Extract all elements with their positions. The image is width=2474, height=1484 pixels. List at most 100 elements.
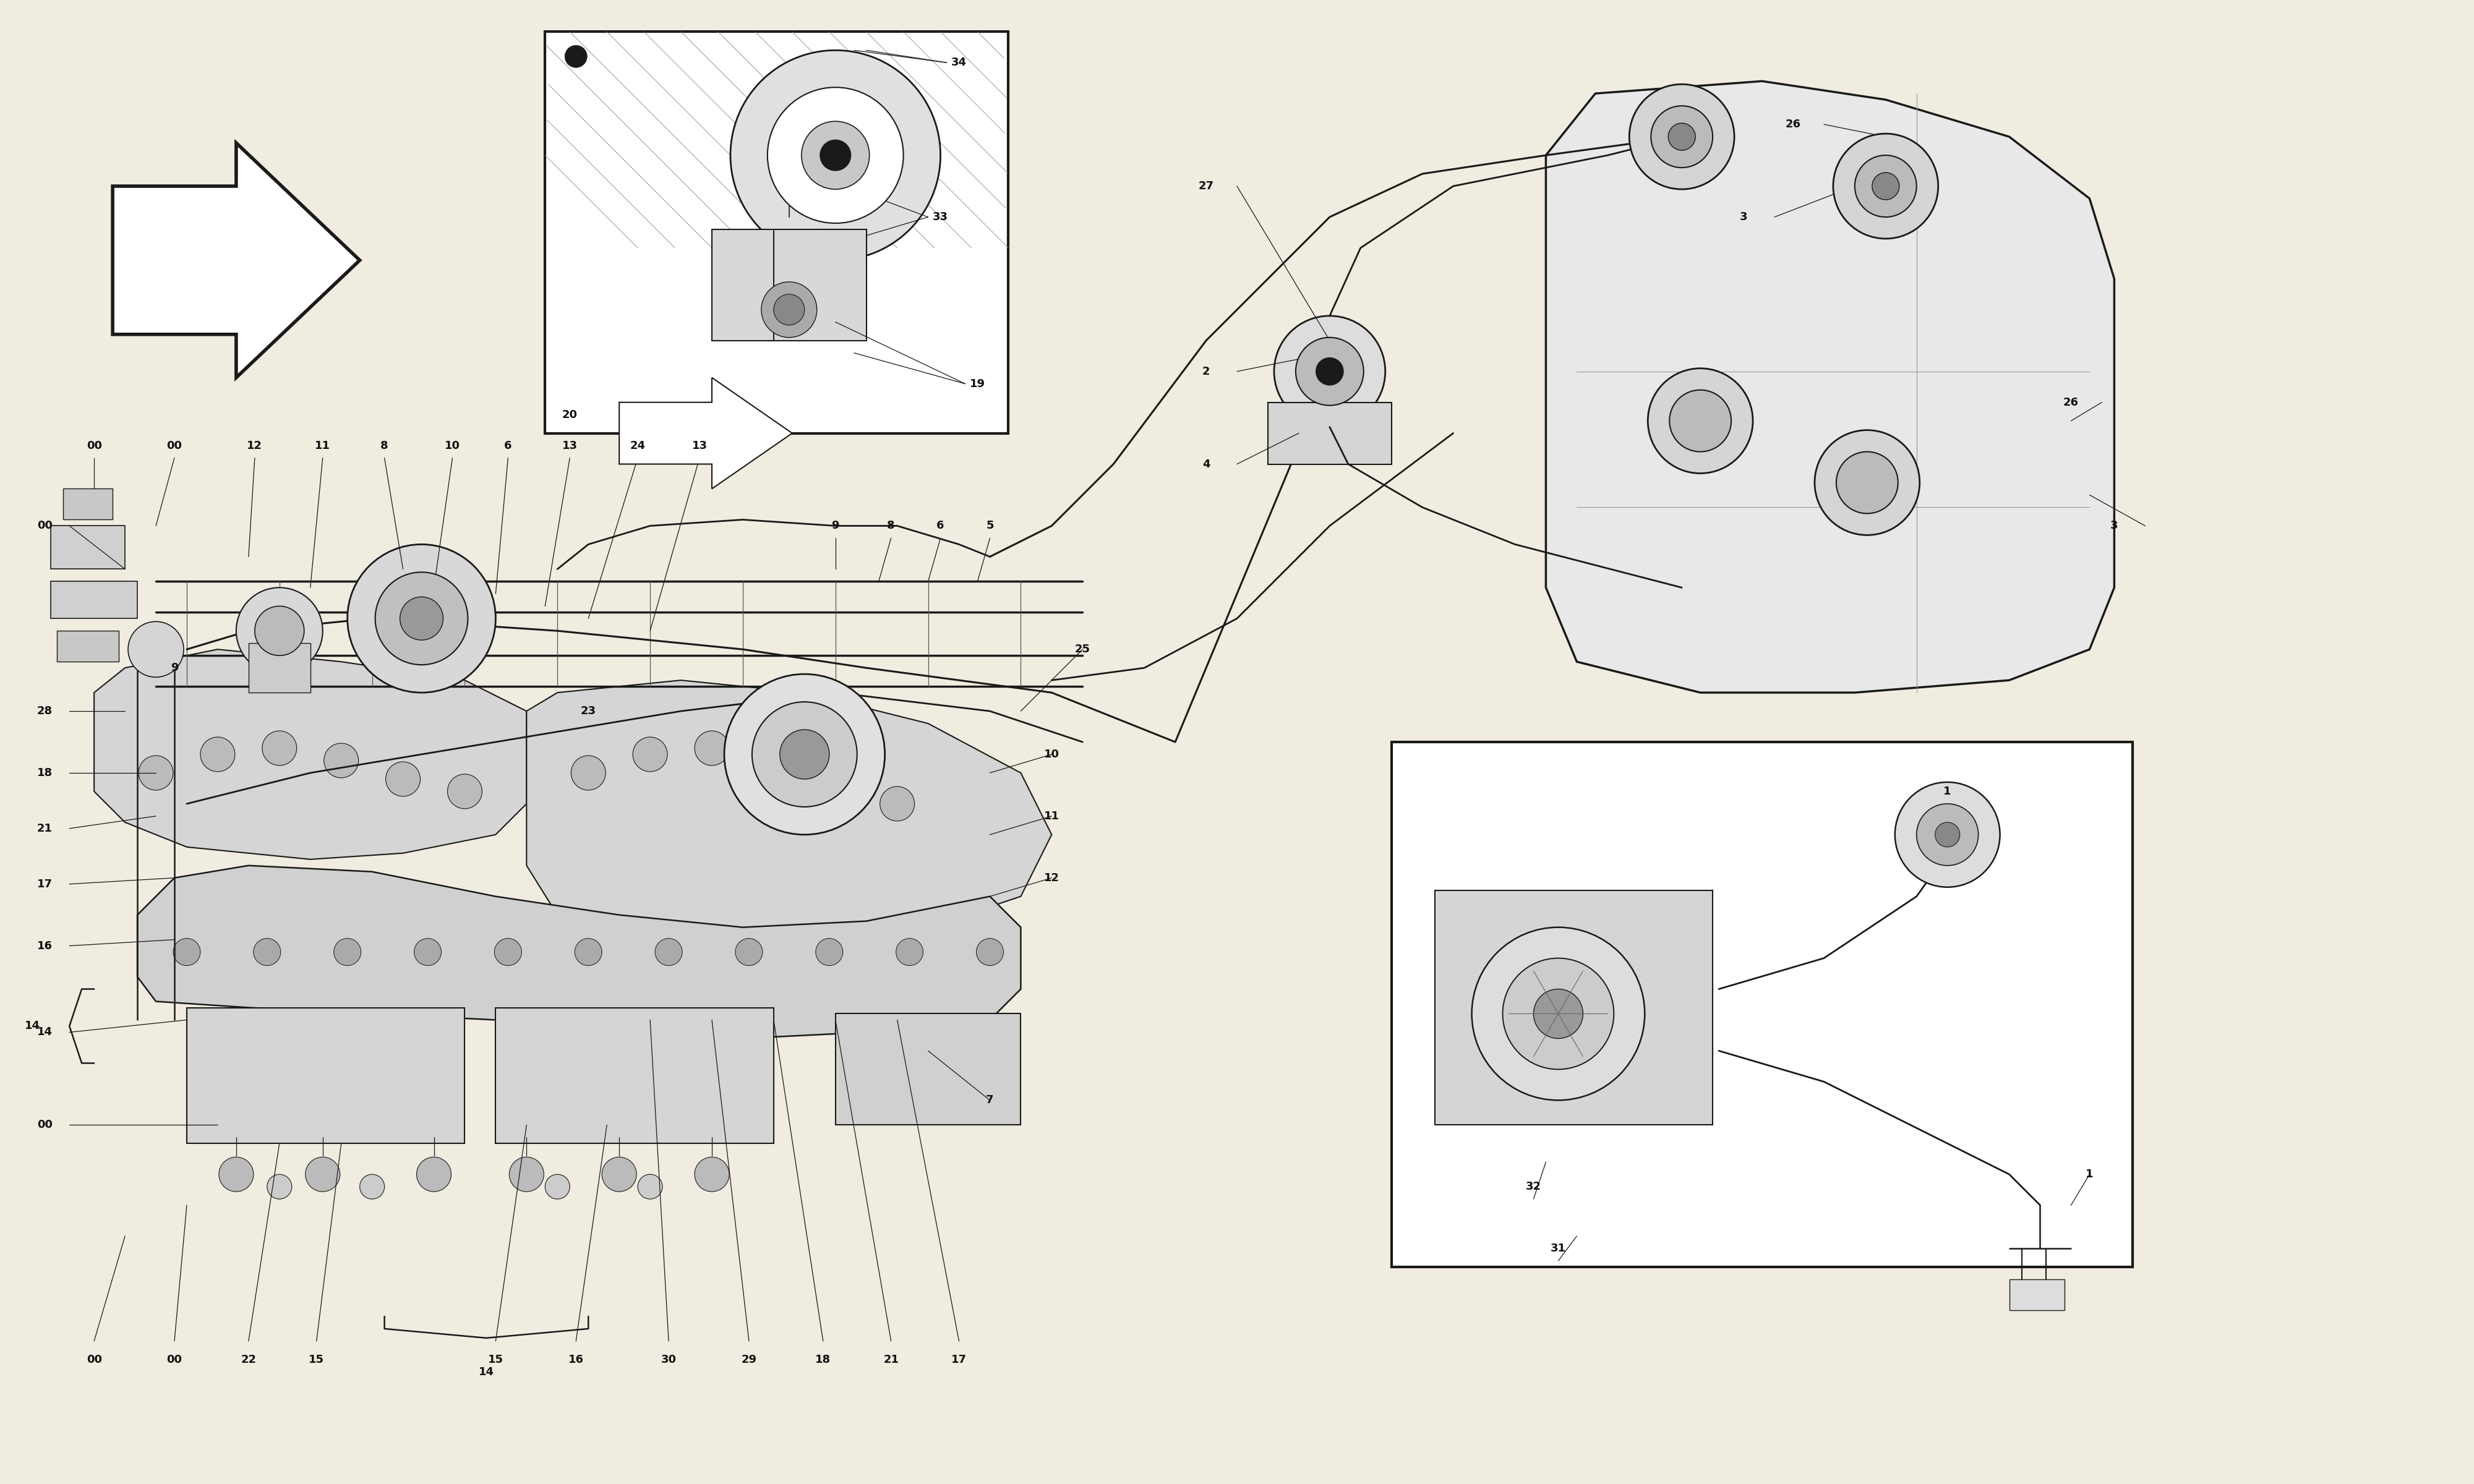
Polygon shape: [114, 142, 359, 377]
Circle shape: [376, 573, 468, 665]
Circle shape: [510, 1158, 544, 1192]
Text: 7: 7: [987, 1095, 995, 1106]
Text: 9: 9: [171, 662, 178, 674]
Bar: [247, 643, 309, 693]
Circle shape: [1813, 430, 1920, 536]
Circle shape: [267, 1174, 292, 1199]
Circle shape: [779, 730, 829, 779]
Text: 2: 2: [1202, 367, 1210, 377]
Circle shape: [695, 1158, 730, 1192]
Circle shape: [1630, 85, 1734, 190]
Text: 10: 10: [445, 439, 460, 451]
Bar: [713, 230, 866, 340]
Circle shape: [1296, 337, 1363, 405]
Circle shape: [304, 1158, 339, 1192]
Circle shape: [695, 732, 730, 766]
Circle shape: [1833, 134, 1937, 239]
Text: 18: 18: [37, 767, 52, 779]
Circle shape: [334, 938, 361, 966]
Circle shape: [564, 46, 586, 68]
Circle shape: [1502, 959, 1613, 1070]
Circle shape: [819, 761, 854, 797]
Circle shape: [1856, 156, 1917, 217]
Circle shape: [413, 938, 440, 966]
Text: 21: 21: [37, 824, 52, 834]
Circle shape: [346, 545, 495, 693]
Text: 5: 5: [987, 521, 995, 531]
Text: 11: 11: [314, 439, 332, 451]
Bar: [836, 1014, 1022, 1125]
Text: 6: 6: [505, 439, 512, 451]
Circle shape: [802, 122, 868, 190]
Text: 15: 15: [309, 1353, 324, 1365]
Polygon shape: [527, 680, 1051, 939]
Bar: [64, 488, 114, 519]
Polygon shape: [618, 377, 792, 488]
Circle shape: [1472, 927, 1645, 1100]
Circle shape: [735, 938, 762, 966]
Text: 00: 00: [87, 1353, 101, 1365]
Text: 25: 25: [1074, 644, 1091, 654]
Text: 3: 3: [2110, 521, 2118, 531]
Circle shape: [1274, 316, 1385, 427]
Bar: [495, 1008, 774, 1144]
Text: 00: 00: [166, 1353, 183, 1365]
Text: 10: 10: [1044, 749, 1059, 760]
Text: 28: 28: [37, 705, 52, 717]
Text: 9: 9: [831, 521, 839, 531]
Text: 00: 00: [87, 439, 101, 451]
Text: 11: 11: [1044, 810, 1059, 822]
Bar: [1390, 742, 2133, 1267]
Text: 29: 29: [742, 1353, 757, 1365]
Circle shape: [129, 622, 183, 677]
Polygon shape: [1546, 82, 2115, 693]
Bar: [52, 582, 139, 619]
Circle shape: [139, 755, 173, 789]
Bar: [544, 31, 1009, 433]
Text: 3: 3: [1739, 211, 1747, 223]
Circle shape: [1895, 782, 1999, 887]
Text: 21: 21: [883, 1353, 898, 1365]
Circle shape: [774, 294, 804, 325]
Text: 8: 8: [381, 439, 388, 451]
Circle shape: [977, 938, 1004, 966]
Circle shape: [757, 743, 792, 778]
Circle shape: [571, 755, 606, 789]
Text: 00: 00: [37, 521, 52, 531]
Text: 00: 00: [166, 439, 183, 451]
Text: 4: 4: [1202, 459, 1210, 469]
Text: 19: 19: [970, 378, 985, 389]
Text: 33: 33: [933, 211, 948, 223]
Circle shape: [896, 938, 923, 966]
Text: 31: 31: [1551, 1244, 1566, 1254]
Text: 17: 17: [37, 879, 52, 889]
Text: 6: 6: [938, 521, 945, 531]
Circle shape: [448, 775, 482, 809]
Circle shape: [416, 1158, 450, 1192]
Circle shape: [730, 50, 940, 260]
Polygon shape: [139, 865, 1022, 1039]
Text: 26: 26: [2063, 396, 2078, 408]
Bar: [1435, 890, 1712, 1125]
Text: 17: 17: [952, 1353, 967, 1365]
Circle shape: [1667, 123, 1695, 150]
Circle shape: [173, 938, 200, 966]
Circle shape: [1917, 804, 1979, 865]
Circle shape: [401, 597, 443, 640]
Bar: [57, 631, 119, 662]
Text: 22: 22: [240, 1353, 257, 1365]
Text: 26: 26: [1786, 119, 1801, 131]
Circle shape: [656, 938, 683, 966]
Text: 1: 1: [2086, 1169, 2093, 1180]
Text: 34: 34: [952, 56, 967, 68]
Circle shape: [1670, 390, 1732, 451]
Text: 13: 13: [562, 439, 576, 451]
Circle shape: [762, 282, 816, 337]
Bar: [2009, 1279, 2066, 1310]
Text: 1: 1: [1945, 787, 1952, 797]
Circle shape: [638, 1174, 663, 1199]
Text: 14: 14: [25, 1021, 40, 1031]
Circle shape: [235, 588, 322, 674]
Circle shape: [819, 139, 851, 171]
Text: 12: 12: [1044, 873, 1059, 883]
